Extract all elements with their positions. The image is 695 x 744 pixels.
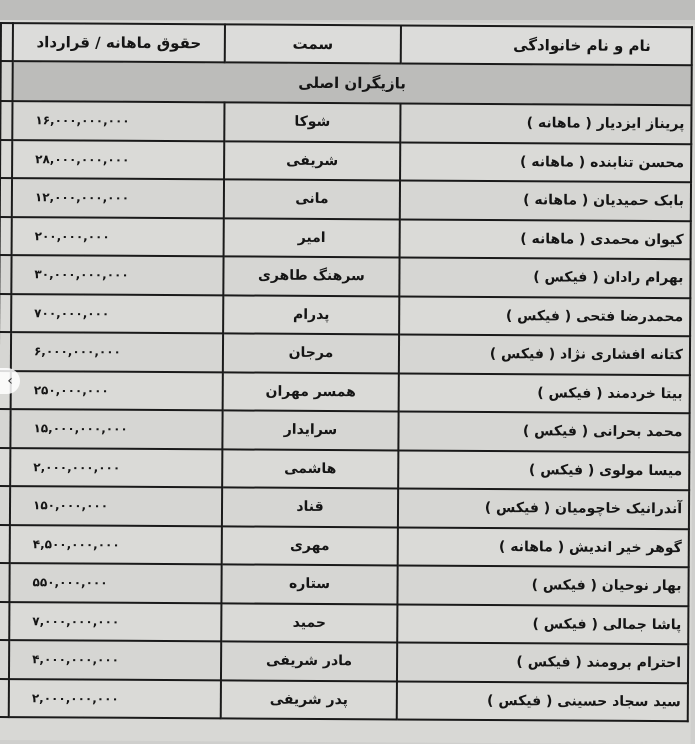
table-row: ۵۵۰,۰۰۰,۰۰۰ ستاره بهار نوحیان ( فیکس ) [0,562,689,606]
salary-cell: ۴,۰۰۰,۰۰۰,۰۰۰ [8,640,222,680]
section-row: بازیگران اصلی [0,61,692,106]
name-cell: آندرانیک خاچومیان ( فیکس ) [397,488,690,529]
margin-cell [0,678,9,718]
role-cell: قناد [221,487,399,527]
table-row: ۱۵,۰۰۰,۰۰۰,۰۰۰ سرایدار محمد بحرانی ( فیکس … [0,408,690,452]
margin-cell [0,447,11,487]
role-cell: سرایدار [222,410,399,450]
table-row: ۶,۰۰۰,۰۰۰,۰۰۰ مرجان کتانه افشاری نژاد ( فی… [0,332,691,375]
salary-cell: ۲۸,۰۰۰,۰۰۰,۰۰۰ [12,139,225,180]
role-cell: پدرام [223,294,400,335]
table-row: ۲۰۰,۰۰۰,۰۰۰ امیر کیوان محمدی ( ماهانه ) [0,216,691,260]
salary-cell: ۲۵۰,۰۰۰,۰۰۰ [10,370,223,411]
salary-cell: ۷۰۰,۰۰۰,۰۰۰ [11,293,224,334]
name-cell: محمدرضا فتحی ( فیکس ) [399,295,691,337]
margin-cell [0,524,10,564]
table-row: ۷۰۰,۰۰۰,۰۰۰ پدرام محمدرضا فتحی ( فیکس ) [0,293,691,337]
margin-cell [0,639,10,679]
table-header-row: حقوق ماهانه / قرارداد سمت نام و نام خانو… [0,23,692,66]
margin-cell [0,61,13,102]
margin-cell [0,101,13,140]
salary-cell: ۲۰۰,۰۰۰,۰۰۰ [11,216,224,257]
name-cell: احترام برومند ( فیکس ) [396,642,689,683]
name-cell: میسا مولوی ( فیکس ) [398,449,690,491]
role-cell: ستاره [221,564,398,604]
margin-cell [0,485,11,525]
role-cell: سرهنگ طاهری [223,256,400,296]
margin-cell [0,332,12,371]
name-cell: بهار نوحیان ( فیکس ) [397,565,689,606]
table-row: ۱۶,۰۰۰,۰۰۰,۰۰۰ شوکا پریناز ایزدیار ( ماهان… [0,101,692,144]
table-row: ۳۰,۰۰۰,۰۰۰,۰۰۰ سرهنگ طاهری بهرام رادان ( ف… [0,255,691,298]
margin-cell [0,178,13,217]
margin-cell [0,293,12,333]
table-row: ۴,۰۰۰,۰۰۰,۰۰۰ مادر شریفی احترام برومند ( ف… [0,639,689,683]
name-cell: پریناز ایزدیار ( ماهانه ) [400,103,692,144]
margin-cell [0,408,11,448]
role-cell: پدر شریفی [220,679,397,720]
salary-cell: ۱۵,۰۰۰,۰۰۰,۰۰۰ [10,409,223,449]
salary-cell: ۲,۰۰۰,۰۰۰,۰۰۰ [10,447,223,488]
name-cell: بابک حمیدیان ( ماهانه ) [399,180,692,221]
document-sheet: حقوق ماهانه / قرارداد سمت نام و نام خانو… [0,20,695,744]
salary-cell: ۱۶,۰۰۰,۰۰۰,۰۰۰ [12,101,225,141]
salary-cell: ۷,۰۰۰,۰۰۰,۰۰۰ [9,601,222,642]
role-cell: مادر شریفی [220,641,398,681]
name-cell: گوهر خیر اندیش ( ماهانه ) [397,526,689,568]
table-row: ۲۵۰,۰۰۰,۰۰۰ همسر مهران بیتا خردمند ( فیکس … [0,370,690,414]
role-cell: شریفی [224,140,401,181]
salary-cell: ۲,۰۰۰,۰۰۰,۰۰۰ [8,678,221,719]
table-row: ۲۸,۰۰۰,۰۰۰,۰۰۰ شریفی محسن تنابنده ( ماهانه… [0,139,692,183]
previous-image-button[interactable]: ‹ [0,368,20,394]
name-cell: کتانه افشاری نژاد ( فیکس ) [398,334,691,375]
name-cell: بهرام رادان ( فیکس ) [399,257,691,298]
table-row: ۷,۰۰۰,۰۰۰,۰۰۰ حمید پاشا جمالی ( فیکس ) [0,601,689,645]
section-title: بازیگران اصلی [12,61,692,106]
role-cell: حمید [221,602,398,643]
cast-salary-table: حقوق ماهانه / قرارداد سمت نام و نام خانو… [0,22,693,722]
table-row: ۴,۵۰۰,۰۰۰,۰۰۰ مهری گوهر خیر اندیش ( ماهانه… [0,524,689,568]
role-cell: مرجان [222,333,400,373]
salary-cell: ۱۲,۰۰۰,۰۰۰,۰۰۰ [11,178,225,218]
salary-cell: ۱۵۰,۰۰۰,۰۰۰ [9,486,223,526]
margin-cell [0,255,12,294]
name-cell: محمد بحرانی ( فیکس ) [398,411,690,452]
table-row: ۱۲,۰۰۰,۰۰۰,۰۰۰ مانی بابک حمیدیان ( ماهانه … [0,178,692,221]
role-cell: امیر [223,217,400,258]
name-cell: پاشا جمالی ( فیکس ) [397,603,689,645]
salary-cell: ۴,۵۰۰,۰۰۰,۰۰۰ [9,524,222,565]
margin-cell [0,562,10,602]
name-cell: کیوان محمدی ( ماهانه ) [399,218,691,260]
role-cell: شوکا [224,102,401,142]
role-cell: هاشمی [222,448,399,489]
salary-cell: ۳۰,۰۰۰,۰۰۰,۰۰۰ [11,255,224,295]
header-role: سمت [224,24,401,64]
chevron-left-icon: ‹ [7,373,13,389]
photo-top-edge [0,0,695,20]
table-row: ۲,۰۰۰,۰۰۰,۰۰۰ پدر شریفی سید سجاد حسینی ( ف… [0,678,688,722]
header-salary: حقوق ماهانه / قرارداد [12,23,225,63]
role-cell: مهری [221,525,398,566]
role-cell: مانی [223,179,401,219]
margin-cell [0,139,13,179]
name-cell: سید سجاد حسینی ( فیکس ) [396,680,688,722]
name-cell: بیتا خردمند ( فیکس ) [398,372,690,414]
name-cell: محسن تنابنده ( ماهانه ) [400,141,692,183]
salary-cell: ۵۵۰,۰۰۰,۰۰۰ [9,563,222,603]
margin-cell [0,601,10,641]
role-cell: همسر مهران [222,371,399,412]
salary-cell: ۶,۰۰۰,۰۰۰,۰۰۰ [10,332,224,372]
table-row: ۱۵۰,۰۰۰,۰۰۰ قناد آندرانیک خاچومیان ( فیکس … [0,485,690,529]
margin-cell [0,23,13,62]
table-row: ۲,۰۰۰,۰۰۰,۰۰۰ هاشمی میسا مولوی ( فیکس ) [0,447,690,491]
header-name: نام و نام خانوادگی [400,25,692,66]
margin-cell [0,216,12,256]
